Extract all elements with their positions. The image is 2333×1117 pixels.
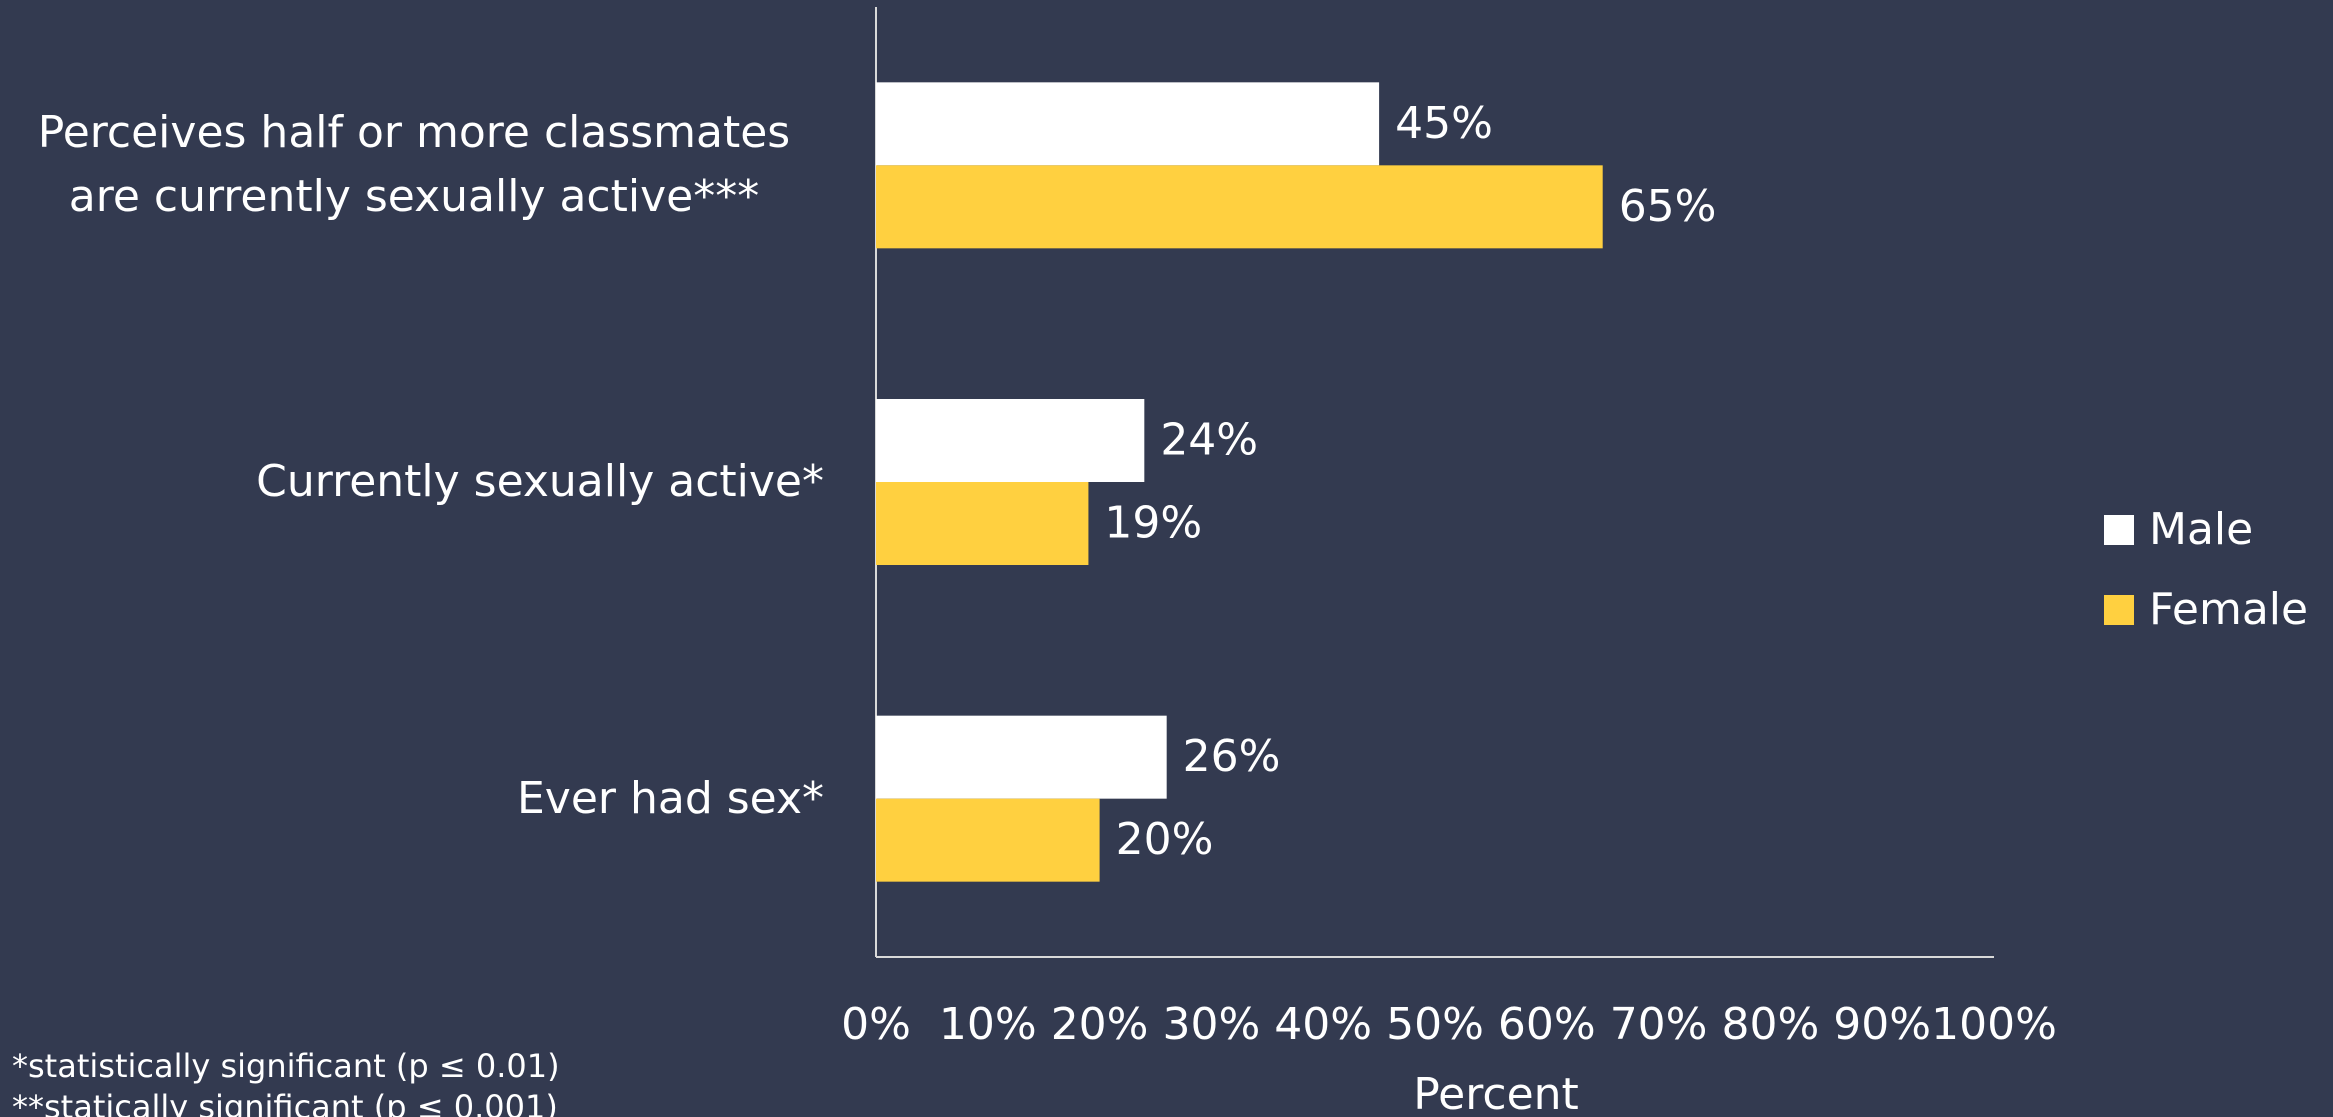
x-tick-label: 10% (939, 999, 1037, 1050)
footnote: *statistically significant (p ≤ 0.01) (12, 1047, 560, 1085)
x-tick-label: 100% (1931, 999, 2057, 1050)
bar (876, 399, 1145, 482)
value-label: 20% (1116, 814, 1214, 865)
value-label: 26% (1183, 731, 1281, 782)
x-tick-label: 70% (1610, 999, 1708, 1050)
x-tick-label: 30% (1163, 999, 1261, 1050)
value-label: 19% (1104, 498, 1202, 549)
category-label-wrap: Currently sexually active* (0, 450, 824, 514)
x-tick-label: 60% (1498, 999, 1596, 1050)
value-label: 24% (1160, 415, 1258, 466)
bar (876, 798, 1100, 882)
bar (876, 715, 1167, 799)
category-label: Currently sexually active* (256, 456, 824, 507)
bar (876, 165, 1603, 249)
legend-label: Male (2149, 504, 2253, 555)
x-axis-label: Percent (1413, 1069, 1579, 1117)
x-tick-label: 0% (841, 999, 911, 1050)
category-label-wrap: Perceives half or more classmates are cu… (0, 101, 824, 229)
x-tick-label: 50% (1386, 999, 1484, 1050)
bar (876, 82, 1380, 166)
bar (876, 482, 1089, 565)
category-label-wrap: Ever had sex* (0, 767, 824, 831)
category-label: Perceives half or more classmates are cu… (37, 107, 791, 223)
legend-swatch (2104, 595, 2134, 625)
value-label: 65% (1619, 181, 1717, 232)
x-tick-label: 90% (1833, 999, 1931, 1050)
value-label: 45% (1395, 98, 1493, 149)
footnote: **statically significant (p ≤ 0.001) (12, 1088, 558, 1117)
legend-label: Female (2149, 584, 2308, 635)
x-tick-label: 40% (1274, 999, 1372, 1050)
category-label: Ever had sex* (516, 772, 824, 824)
x-tick-label: 20% (1051, 999, 1149, 1050)
x-tick-label: 80% (1722, 999, 1820, 1050)
legend-swatch (2104, 515, 2134, 545)
